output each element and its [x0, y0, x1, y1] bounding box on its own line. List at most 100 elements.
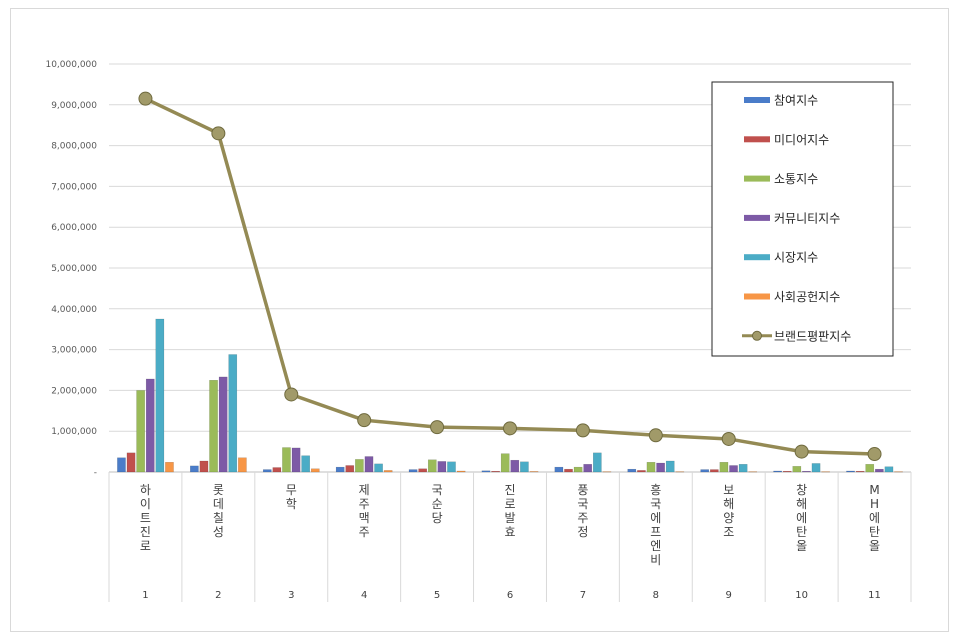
bar — [218, 376, 228, 473]
bar — [418, 468, 427, 473]
bar — [875, 468, 884, 473]
bar — [802, 470, 811, 473]
x-tick-label: 4 — [361, 590, 367, 601]
line-point — [284, 387, 299, 402]
bar — [520, 461, 529, 473]
bar — [529, 471, 539, 473]
bar — [437, 461, 447, 473]
y-tick-label: 10,000,000 — [45, 60, 97, 70]
legend-label: 참여지수 — [774, 94, 818, 108]
bar — [656, 462, 665, 473]
bar — [345, 465, 355, 473]
y-tick-label: 5,000,000 — [51, 264, 97, 274]
bar — [782, 470, 792, 473]
legend-swatch-marker — [752, 330, 762, 341]
bar — [675, 471, 685, 473]
bar — [291, 447, 301, 473]
bar — [729, 465, 738, 473]
legend-label: 시장지수 — [774, 251, 818, 265]
bar — [792, 466, 802, 473]
line-point — [138, 91, 153, 106]
y-tick-label: - — [94, 468, 97, 478]
line-point — [211, 126, 226, 141]
legend-label: 브랜드평판지수 — [774, 329, 851, 343]
bar — [165, 462, 174, 473]
legend-label: 소통지수 — [774, 172, 818, 186]
bar — [894, 471, 903, 473]
x-tick-label: 2 — [215, 590, 221, 601]
bar — [710, 469, 719, 473]
y-tick-label: 9,000,000 — [51, 101, 97, 111]
bar — [665, 460, 675, 473]
legend-swatch — [744, 175, 770, 182]
bar — [811, 463, 821, 473]
bar — [602, 471, 612, 473]
bar — [282, 447, 291, 473]
x-tick-label: 7 — [580, 590, 586, 601]
bar — [738, 464, 748, 473]
bar — [199, 460, 209, 473]
bar — [262, 469, 272, 473]
bar — [155, 318, 165, 473]
y-tick-label: 8,000,000 — [51, 142, 97, 152]
legend-swatch — [744, 254, 770, 261]
line-point — [794, 444, 809, 459]
bar — [374, 463, 383, 473]
bar — [190, 465, 199, 473]
y-tick-label: 1,000,000 — [51, 427, 97, 437]
legend-box — [711, 81, 894, 357]
line-point — [648, 428, 663, 443]
bar — [646, 462, 656, 473]
legend-label: 사회공헌지수 — [774, 290, 840, 304]
bar — [126, 452, 136, 473]
x-tick-label: 1 — [142, 590, 148, 601]
bar — [719, 462, 729, 473]
bar — [145, 378, 155, 473]
bar — [884, 466, 894, 473]
legend-label: 미디어지수 — [774, 133, 829, 147]
bar — [427, 459, 437, 473]
y-tick-label: 2,000,000 — [51, 386, 97, 396]
bar — [491, 470, 500, 473]
bar — [855, 470, 865, 473]
x-tick-label: 8 — [653, 590, 659, 601]
bar — [238, 457, 247, 473]
x-tick-label: 3 — [288, 590, 294, 601]
bar — [748, 471, 758, 473]
line-point — [357, 413, 372, 428]
x-tick-label: 9 — [726, 590, 732, 601]
bar — [364, 456, 374, 473]
bar — [456, 470, 466, 473]
bar — [637, 470, 646, 473]
bar — [209, 380, 218, 473]
bar — [355, 459, 364, 473]
chart-frame: - 1,000,000 2,000,000 3,000,000 4,000,000 5,0… — [10, 8, 949, 632]
line-point — [721, 431, 736, 446]
bar — [510, 459, 520, 473]
bar — [272, 467, 282, 473]
line-point — [430, 420, 445, 435]
bar — [564, 468, 573, 473]
bar — [136, 390, 145, 473]
legend-label: 커뮤니티지수 — [774, 211, 840, 225]
bar — [773, 470, 782, 473]
bar — [627, 468, 637, 473]
bar — [500, 453, 510, 473]
bar — [335, 466, 345, 473]
bar — [583, 464, 593, 473]
line-point — [503, 421, 517, 436]
x-tick-label: 6 — [507, 590, 513, 601]
bar — [408, 469, 418, 473]
bar — [593, 452, 602, 473]
brand-reputation-chart: - 1,000,000 2,000,000 3,000,000 4,000,000 5,0… — [45, 60, 912, 602]
bar — [846, 470, 855, 473]
